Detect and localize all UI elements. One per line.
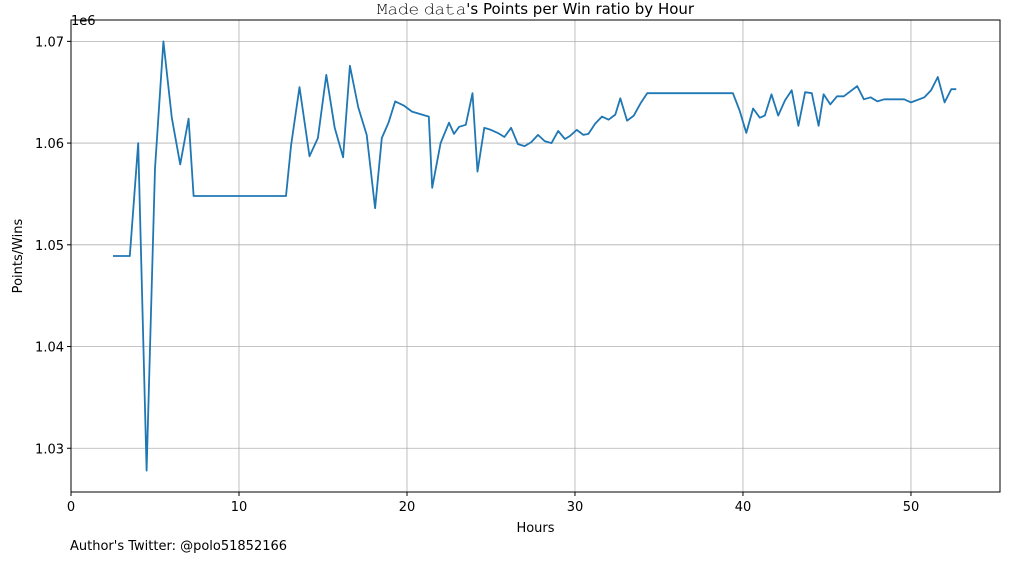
grid-layer bbox=[70, 20, 1000, 492]
y-axis-ticks: 1.03 1.04 1.05 1.06 1.07 bbox=[35, 35, 71, 457]
author-credit: Author's Twitter: @polo51852166 bbox=[70, 539, 287, 554]
series-layer bbox=[113, 40, 957, 472]
y-tick-label: 1.07 bbox=[35, 35, 64, 50]
x-tick-label: 0 bbox=[67, 500, 75, 515]
y-tick-label: 1.05 bbox=[35, 239, 64, 254]
y-axis-label: Points/Wins bbox=[11, 218, 26, 293]
plot-area-frame bbox=[70, 19, 1001, 493]
x-tick-label: 20 bbox=[399, 500, 416, 515]
y-axis-offset-label: 1e6 bbox=[71, 14, 96, 29]
x-tick-label: 30 bbox=[567, 500, 584, 515]
y-tick-label: 1.03 bbox=[35, 442, 64, 457]
y-tick-label: 1.06 bbox=[35, 137, 64, 152]
x-tick-label: 10 bbox=[231, 500, 248, 515]
x-axis-label: Hours bbox=[516, 521, 554, 536]
y-tick-label: 1.04 bbox=[35, 341, 64, 356]
chart-title: 𝙼𝚊𝚍𝚎 𝚍𝚊𝚝𝚊's Points per Win ratio by Hour bbox=[377, 0, 695, 18]
series-line-0 bbox=[113, 40, 957, 472]
x-tick-label: 50 bbox=[903, 500, 920, 515]
x-tick-label: 40 bbox=[735, 500, 752, 515]
x-axis-ticks: 0 10 20 30 40 50 bbox=[67, 492, 919, 515]
